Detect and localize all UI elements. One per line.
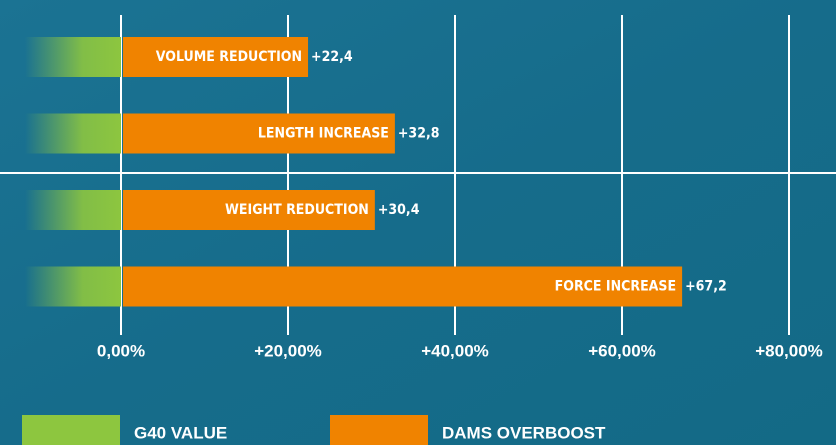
legend-swatch: [22, 415, 120, 445]
x-tick-label: +80,00%: [755, 341, 823, 360]
x-tick-label: +60,00%: [588, 341, 656, 360]
category-label: FORCE INCREASE: [555, 279, 676, 295]
bar: [123, 266, 683, 307]
value-label: +30,4: [378, 202, 420, 218]
g40-bar: [25, 113, 121, 154]
g40-bar: [25, 190, 121, 230]
legend-label: G40 VALUE: [134, 423, 227, 442]
bar: [123, 37, 309, 77]
value-label: +22,4: [311, 49, 353, 65]
bars: VOLUME REDUCTION +22,4 LENGTH INCREASE +32,…: [25, 37, 727, 307]
value-label: +32,8: [398, 126, 440, 142]
x-tick-label: +40,00%: [421, 341, 489, 360]
x-tick-label: 0,00%: [97, 341, 145, 360]
bar: [123, 113, 395, 154]
legend-label: DAMS OVERBOOST: [442, 423, 606, 442]
g40-bar: [25, 37, 121, 77]
legend-swatch: [330, 415, 428, 445]
bar: [123, 190, 375, 230]
value-label: +67,2: [685, 279, 727, 295]
category-label: VOLUME REDUCTION: [156, 49, 302, 65]
category-label: LENGTH INCREASE: [258, 126, 389, 142]
category-label: WEIGHT REDUCTION: [225, 202, 369, 218]
g40-bar: [25, 266, 121, 307]
legend: G40 VALUE DAMS OVERBOOST: [22, 415, 606, 445]
x-tick-label: +20,00%: [254, 341, 322, 360]
